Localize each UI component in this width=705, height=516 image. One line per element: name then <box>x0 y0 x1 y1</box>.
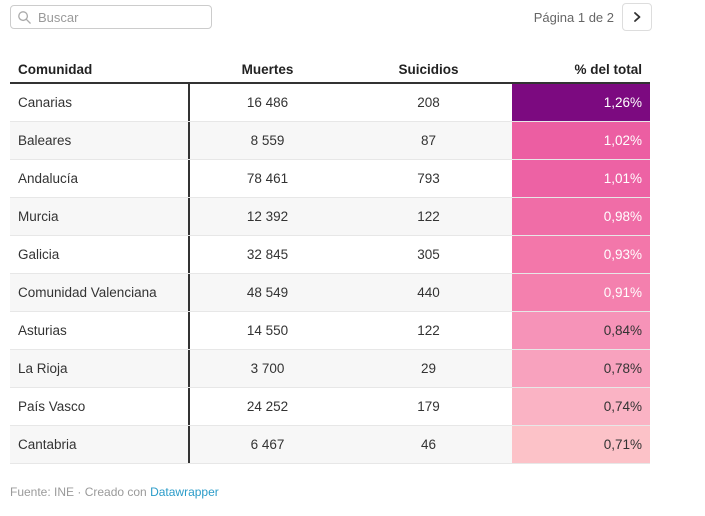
cell-suicidios: 440 <box>417 285 440 300</box>
cell-comunidad: Baleares <box>10 122 190 159</box>
cell-pct-heatmap: 0,71% <box>512 426 650 463</box>
column-header-comunidad: Comunidad <box>18 62 93 77</box>
cell-pct-heatmap: 0,98% <box>512 198 650 235</box>
cell-muertes: 16 486 <box>246 95 289 110</box>
data-table: Comunidad Muertes Suicidios % del total … <box>10 55 650 464</box>
cell-comunidad: Comunidad Valenciana <box>10 274 190 311</box>
cell-comunidad: Asturias <box>10 312 190 349</box>
cell-suicidios: 208 <box>417 95 440 110</box>
pagination: Página 1 de 2 <box>534 2 652 32</box>
table-row: La Rioja 3 700 29 0,78% <box>10 350 650 388</box>
cell-comunidad: Cantabria <box>10 426 190 463</box>
cell-muertes: 8 559 <box>250 133 285 148</box>
cell-comunidad: Canarias <box>10 84 190 121</box>
cell-suicidios: 793 <box>417 171 440 186</box>
cell-muertes: 78 461 <box>246 171 289 186</box>
cell-comunidad: País Vasco <box>10 388 190 425</box>
column-header-muertes: Muertes <box>241 62 294 77</box>
cell-suicidios: 305 <box>417 247 440 262</box>
cell-muertes: 32 845 <box>246 247 289 262</box>
table-row: Andalucía 78 461 793 1,01% <box>10 160 650 198</box>
cell-pct-heatmap: 0,84% <box>512 312 650 349</box>
cell-comunidad: Galicia <box>10 236 190 273</box>
table-row: Asturias 14 550 122 0,84% <box>10 312 650 350</box>
search-box[interactable] <box>10 5 212 29</box>
table-row: Baleares 8 559 87 1,02% <box>10 122 650 160</box>
cell-comunidad: Andalucía <box>10 160 190 197</box>
table-header-row: Comunidad Muertes Suicidios % del total <box>10 55 650 84</box>
cell-muertes: 6 467 <box>250 437 285 452</box>
cell-pct-heatmap: 0,93% <box>512 236 650 273</box>
cell-muertes: 14 550 <box>246 323 289 338</box>
footer-attribution: Fuente: INE · Creado con Datawrapper <box>10 485 219 499</box>
cell-pct-heatmap: 1,26% <box>512 84 650 121</box>
table-row: País Vasco 24 252 179 0,74% <box>10 388 650 426</box>
table-row: Canarias 16 486 208 1,26% <box>10 84 650 122</box>
cell-pct-heatmap: 1,02% <box>512 122 650 159</box>
cell-pct-heatmap: 0,78% <box>512 350 650 387</box>
table-body: Canarias 16 486 208 1,26% Baleares 8 559… <box>10 84 650 464</box>
column-header-pct-del-total: % del total <box>574 62 642 77</box>
cell-suicidios: 122 <box>417 323 440 338</box>
cell-pct-heatmap: 1,01% <box>512 160 650 197</box>
cell-comunidad: Murcia <box>10 198 190 235</box>
table-row: Galicia 32 845 305 0,93% <box>10 236 650 274</box>
cell-pct-heatmap: 0,91% <box>512 274 650 311</box>
cell-muertes: 3 700 <box>250 361 285 376</box>
next-page-button[interactable] <box>622 3 652 31</box>
cell-suicidios: 87 <box>420 133 437 148</box>
cell-suicidios: 46 <box>420 437 437 452</box>
cell-suicidios: 179 <box>417 399 440 414</box>
cell-suicidios: 122 <box>417 209 440 224</box>
cell-muertes: 24 252 <box>246 399 289 414</box>
table-row: Comunidad Valenciana 48 549 440 0,91% <box>10 274 650 312</box>
cell-comunidad: La Rioja <box>10 350 190 387</box>
search-input[interactable] <box>38 9 205 25</box>
table-row: Murcia 12 392 122 0,98% <box>10 198 650 236</box>
cell-muertes: 48 549 <box>246 285 289 300</box>
cell-muertes: 12 392 <box>246 209 289 224</box>
datawrapper-link[interactable]: Datawrapper <box>150 485 219 499</box>
table-row: Cantabria 6 467 46 0,71% <box>10 426 650 464</box>
page-indicator: Página 1 de 2 <box>533 9 614 25</box>
cell-pct-heatmap: 0,74% <box>512 388 650 425</box>
search-icon <box>18 10 31 24</box>
source-text: Fuente: INE · Creado con <box>10 485 147 499</box>
chevron-right-icon <box>634 12 641 22</box>
cell-suicidios: 29 <box>420 361 437 376</box>
column-header-suicidios: Suicidios <box>398 62 459 77</box>
